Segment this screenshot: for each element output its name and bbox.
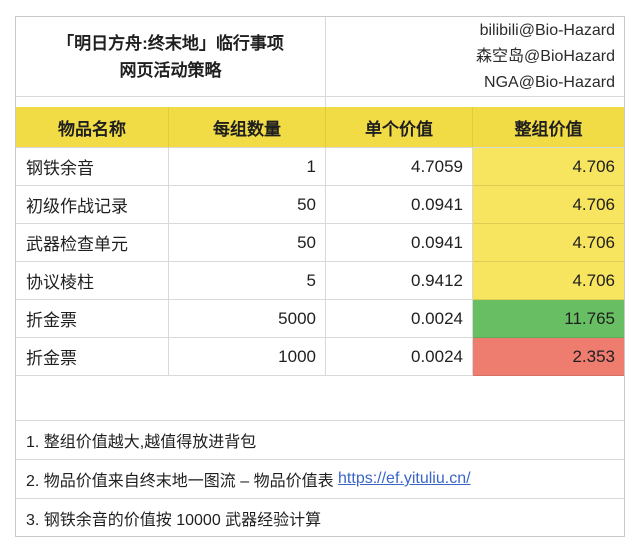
page-title-line1: 「明日方舟:终末地」临行事项 [57, 33, 284, 53]
cell-group-value: 4.706 [473, 148, 624, 186]
cell-group-value: 4.706 [473, 186, 624, 224]
credit-line-bilibili: bilibili@Bio-Hazard [479, 21, 615, 39]
note-3-text: 3. 钢铁余音的价值按 10000 武器经验计算 [26, 511, 322, 529]
gap-row-right [326, 97, 624, 107]
gap-row-left [16, 97, 326, 107]
note-1-text: 1. 整组价值越大,越值得放进背包 [26, 434, 257, 451]
credits-block: bilibili@Bio-Hazard 森空岛@BioHazard NGA@Bi… [326, 17, 624, 97]
spreadsheet: 「明日方舟:终末地」临行事项 网页活动策略 bilibili@Bio-Hazar… [15, 16, 625, 537]
cell-unit-value: 0.0941 [326, 224, 473, 262]
cell-qty: 50 [169, 186, 326, 224]
cell-group-value: 2.353 [473, 338, 624, 376]
cell-unit-value: 0.0941 [326, 186, 473, 224]
cell-qty: 5000 [169, 300, 326, 338]
empty-row [16, 376, 624, 420]
cell-group-value: 4.706 [473, 224, 624, 262]
note-3: 3. 钢铁余音的价值按 10000 武器经验计算 [16, 498, 624, 536]
cell-item-name: 初级作战记录 [16, 186, 169, 224]
yituliu-link[interactable]: https://ef.yituliu.cn/ [338, 470, 471, 487]
cell-group-value: 4.706 [473, 262, 624, 300]
cell-item-name: 武器检查单元 [16, 224, 169, 262]
cell-qty: 50 [169, 224, 326, 262]
cell-unit-value: 4.7059 [326, 148, 473, 186]
header-item-name: 物品名称 [16, 107, 169, 148]
note-2: 2. 物品价值来自终末地一图流 – 物品价值表 https://ef.yitul… [16, 459, 624, 498]
cell-group-value: 11.765 [473, 300, 624, 338]
cell-item-name: 折金票 [16, 338, 169, 376]
cell-unit-value: 0.0024 [326, 300, 473, 338]
credit-line-nga: NGA@Bio-Hazard [484, 73, 615, 91]
header-qty-per-group: 每组数量 [169, 107, 326, 148]
header-group-value: 整组价值 [473, 107, 624, 148]
note-1: 1. 整组价值越大,越值得放进背包 [16, 420, 624, 459]
cell-qty: 1000 [169, 338, 326, 376]
cell-qty: 1 [169, 148, 326, 186]
cell-qty: 5 [169, 262, 326, 300]
credit-line-skland: 森空岛@BioHazard [476, 47, 615, 65]
page-title-line2: 网页活动策略 [119, 60, 222, 80]
cell-unit-value: 0.0024 [326, 338, 473, 376]
note-2-text: 2. 物品价值来自终末地一图流 – 物品价值表 [26, 473, 339, 490]
cell-item-name: 协议棱柱 [16, 262, 169, 300]
cell-unit-value: 0.9412 [326, 262, 473, 300]
cell-item-name: 折金票 [16, 300, 169, 338]
cell-item-name: 钢铁余音 [16, 148, 169, 186]
page-title: 「明日方舟:终末地」临行事项 网页活动策略 [16, 17, 326, 97]
header-unit-value: 单个价值 [326, 107, 473, 148]
